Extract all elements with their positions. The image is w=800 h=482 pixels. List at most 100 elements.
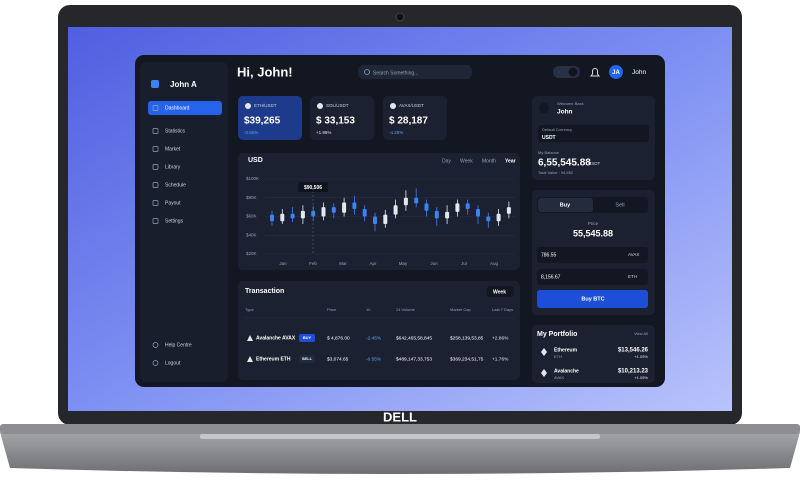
coin-value: $10,213.23 (618, 369, 649, 375)
menu-item[interactable]: Logout (165, 360, 181, 366)
buy-button[interactable] (537, 290, 648, 308)
menu-item[interactable]: Schedule (165, 182, 186, 188)
menu-icon (152, 146, 159, 152)
active-tab[interactable] (538, 198, 593, 212)
balance-unit: USDT (588, 161, 601, 166)
candle-body (445, 211, 450, 219)
logo-icon (151, 80, 159, 88)
y-tick-label: $40K (246, 232, 257, 237)
search-box[interactable] (358, 65, 472, 79)
coin-icon (247, 356, 253, 362)
amount-input[interactable] (537, 247, 648, 263)
candle-body (280, 213, 285, 222)
user-name: John A (170, 80, 197, 89)
avatar[interactable] (609, 65, 623, 79)
x-tick-label: Feb (309, 261, 317, 266)
trade-tab[interactable]: Sell (615, 202, 624, 208)
view-all[interactable]: View All (634, 331, 648, 336)
trade-tab[interactable]: Buy (560, 202, 571, 208)
period-select[interactable] (487, 286, 514, 297)
total-value: Total Value : 94,652 (538, 170, 574, 175)
column-header: Type (245, 307, 254, 312)
menu-item[interactable]: Help Centre (165, 342, 192, 348)
input-amount[interactable]: 8,156.67 (541, 274, 561, 280)
cell: -2.45% (366, 335, 382, 341)
menu-icon (152, 182, 159, 188)
menu-icon (152, 164, 159, 170)
coin-name: Avalanche AVAX (256, 335, 296, 341)
coin-name: Avalanche (554, 368, 579, 374)
brand-logo: DELL (383, 409, 417, 424)
period-label[interactable]: Week (493, 289, 506, 295)
menu-item[interactable]: Payout (165, 200, 181, 206)
menu-item[interactable]: Dashboard (165, 105, 190, 111)
coin-value: $13,546.26 (618, 348, 649, 354)
ticker-pair: ETH/USDT (254, 103, 277, 108)
candle-body (496, 213, 501, 222)
ticker-price: $39,265 (244, 116, 281, 127)
menu-item[interactable]: Market (165, 146, 181, 152)
search-icon (364, 69, 370, 75)
bell-icon[interactable] (590, 68, 600, 77)
tooltip-text: $90,506 (304, 185, 322, 191)
amount-input[interactable] (537, 269, 648, 285)
ticker-price: $ 33,153 (316, 116, 355, 127)
candle-body (270, 214, 274, 222)
candle-body (373, 216, 377, 224)
candle-body (362, 209, 367, 217)
ticker-pair: AVAX/USDT (399, 103, 424, 108)
ticker-change: -2.55% (244, 130, 258, 135)
input-amount[interactable]: 786.55 (541, 252, 557, 258)
candle-body (434, 210, 439, 219)
candle-body (476, 209, 480, 217)
currency-select[interactable] (538, 125, 649, 142)
welcome-text: Welcome Back (557, 101, 584, 106)
field-label: Default Currency (542, 127, 572, 132)
coin-icon (317, 103, 323, 109)
range-tab[interactable]: Week (460, 158, 473, 164)
candle-body (424, 203, 429, 211)
cell: +2.86% (492, 335, 509, 341)
cell: $258,139,53,85 (450, 335, 484, 341)
coin-icon (245, 103, 251, 109)
greeting: Hi, John! (237, 64, 293, 79)
cell: $642,465,58,845 (396, 335, 432, 341)
input-asset[interactable]: ETH (628, 274, 637, 279)
ticker-card[interactable] (383, 96, 447, 140)
menu-item[interactable]: Statistics (165, 128, 186, 134)
input-asset[interactable]: AVAX (628, 252, 639, 257)
avatar-initials: JA (612, 70, 620, 76)
coin-icon (541, 369, 547, 377)
button-label[interactable]: Buy BTC (581, 296, 604, 302)
menu-item[interactable]: Library (165, 164, 181, 170)
column-header: Last 7 Days (492, 307, 513, 312)
menu-icon (152, 200, 159, 206)
ticker-change: -4.25% (389, 130, 403, 135)
y-tick-label: $20K (246, 251, 257, 256)
ticker-card[interactable] (310, 96, 374, 140)
badge (299, 334, 315, 342)
cell: $ 4,876.00 (327, 335, 350, 341)
coin-symbol: AVAX (554, 375, 564, 380)
camera (395, 12, 405, 22)
sidebar (140, 62, 228, 382)
candle-body (393, 205, 398, 215)
range-tab[interactable]: Month (482, 158, 496, 164)
range-tab[interactable]: Day (442, 158, 451, 164)
field-value[interactable]: USDT (542, 135, 556, 141)
active-menu[interactable] (148, 101, 222, 115)
candle-body (342, 202, 347, 213)
range-tab[interactable]: Year (505, 158, 516, 164)
coin-icon (247, 335, 253, 341)
balance: 6,55,545.88 (538, 158, 591, 169)
coin-icon (541, 348, 547, 356)
candle-body (465, 203, 470, 209)
menu-item[interactable]: Settings (165, 218, 184, 224)
candle-body (352, 202, 357, 209)
coin-icon (390, 103, 396, 109)
ticker-card[interactable] (238, 96, 302, 140)
menu-icon (152, 342, 159, 348)
candle-body (486, 216, 491, 222)
profile-name: John (557, 109, 573, 116)
currency-select[interactable]: USD (248, 157, 263, 164)
